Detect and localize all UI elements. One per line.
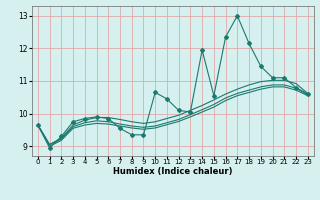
X-axis label: Humidex (Indice chaleur): Humidex (Indice chaleur): [113, 167, 233, 176]
